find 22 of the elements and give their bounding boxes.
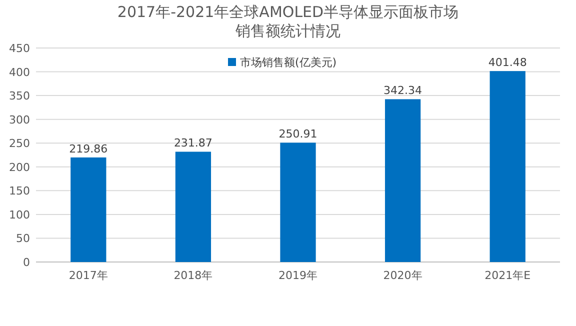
ytick: 300 bbox=[9, 113, 30, 126]
title: 2017年-2021年全球AMOLED半导体显示面板市场销售额统计情况 bbox=[117, 3, 459, 40]
xtick: 2017年 bbox=[68, 269, 108, 282]
xtick: 2021年E bbox=[484, 269, 531, 282]
ytick: 50 bbox=[16, 232, 30, 246]
data-label: 231.87 bbox=[174, 136, 212, 150]
ytick: 450 bbox=[9, 42, 30, 55]
xtick: 2020年 bbox=[383, 269, 422, 282]
data-label: 219.86 bbox=[69, 142, 108, 156]
data-label: 250.91 bbox=[278, 128, 318, 141]
ytick: 100 bbox=[9, 208, 30, 222]
data-label: 401.48 bbox=[488, 56, 527, 70]
ytick: 150 bbox=[9, 184, 30, 198]
ytick: 250 bbox=[9, 137, 30, 150]
ytick: 0 bbox=[23, 256, 30, 269]
ytick: 400 bbox=[9, 66, 30, 79]
xtick: 2018年 bbox=[174, 269, 213, 282]
ytick: 200 bbox=[9, 160, 30, 174]
data-label: 342.34 bbox=[384, 84, 422, 98]
legend: 市场销售额(亿美元) bbox=[240, 56, 337, 69]
ytick: 350 bbox=[9, 90, 30, 103]
xtick: 2019年 bbox=[278, 269, 318, 282]
